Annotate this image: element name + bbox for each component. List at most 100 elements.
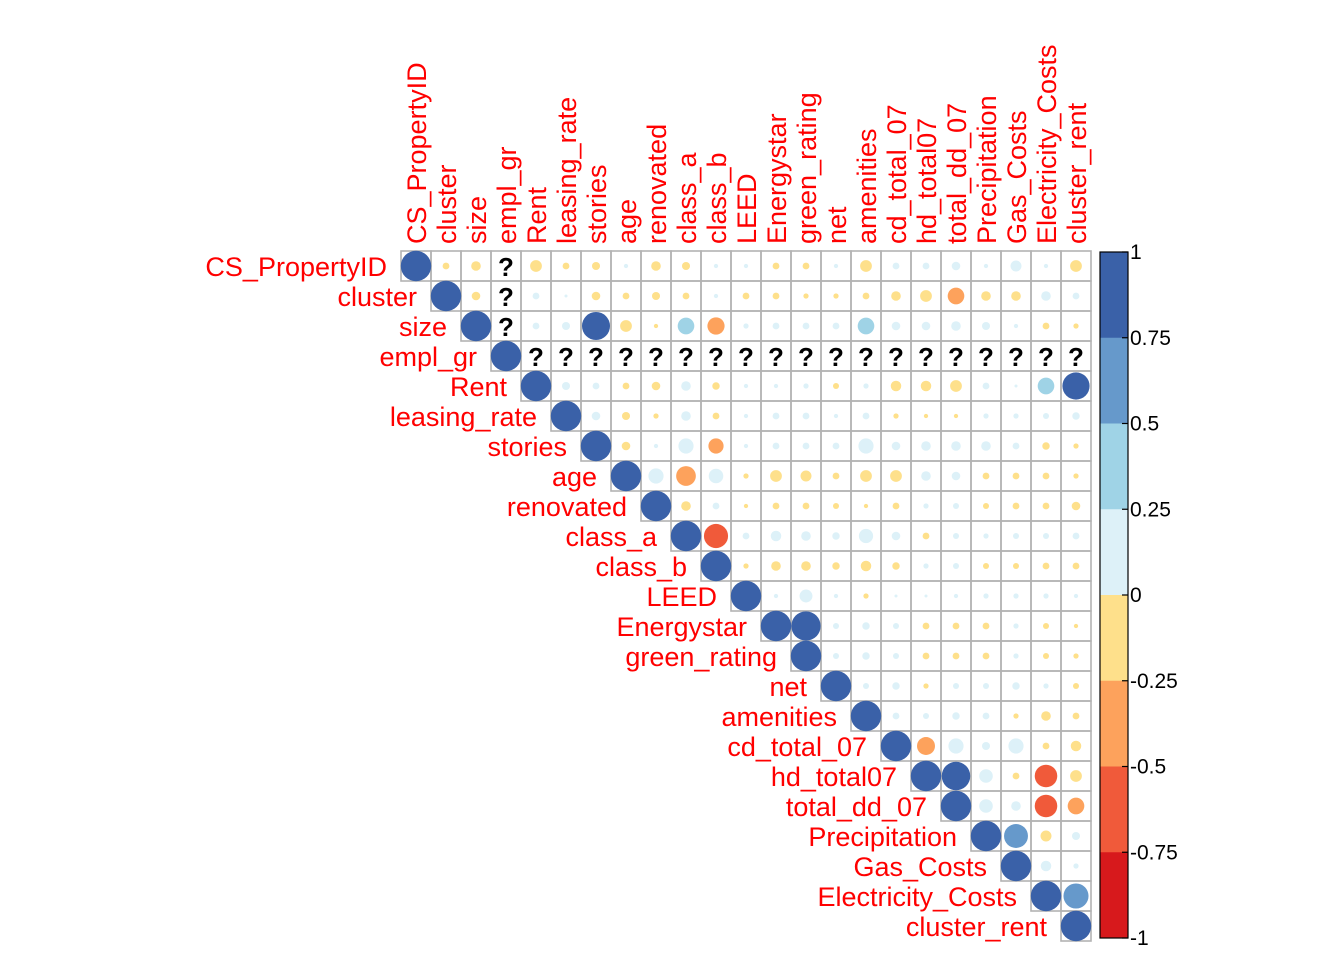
corr-circle: [640, 490, 672, 522]
corr-circle: [1072, 532, 1080, 540]
corr-circle: [676, 466, 696, 486]
corr-circle: [970, 820, 1002, 852]
colorbar-legend: 1 0.75 0.5 0.25 0 -0.25 -0.5 -0.75 -1: [1099, 241, 1178, 950]
missing-marker: ?: [978, 342, 994, 372]
corr-circle: [832, 472, 840, 480]
corr-circle: [400, 250, 432, 282]
corr-circle: [982, 382, 990, 390]
missing-marker: ?: [1008, 342, 1024, 372]
corr-circle: [952, 622, 960, 630]
missing-marker: ?: [558, 342, 574, 372]
colorbar-bin: [1100, 509, 1128, 596]
corr-circle: [982, 622, 990, 630]
corr-circle: [743, 413, 749, 419]
corr-circle: [802, 322, 810, 330]
corr-circle: [1030, 880, 1062, 912]
corr-circle: [832, 322, 840, 330]
corr-circle: [892, 622, 900, 630]
column-label: total_dd_07: [942, 103, 972, 244]
corr-circle: [982, 562, 990, 570]
corr-circle: [983, 593, 989, 599]
corr-circle: [712, 502, 720, 510]
corr-circle: [653, 413, 659, 419]
corr-circle: [1013, 653, 1019, 659]
corr-circle: [858, 438, 874, 454]
corr-circle: [832, 502, 840, 510]
corr-circle: [1073, 593, 1079, 599]
corr-circle: [1011, 291, 1021, 301]
corr-circle: [951, 261, 961, 271]
row-label: cd_total_07: [727, 732, 867, 762]
corr-circle: [532, 292, 540, 300]
corr-circle: [801, 561, 811, 571]
column-label: Precipitation: [972, 95, 1002, 244]
corr-circle: [922, 622, 930, 630]
corr-circle: [772, 442, 780, 450]
corr-circle: [833, 593, 839, 599]
row-label: empl_gr: [379, 342, 477, 372]
corr-circle: [562, 262, 570, 270]
column-label: size: [462, 196, 492, 244]
corr-circle: [743, 263, 749, 269]
corr-circle: [862, 652, 870, 660]
corr-circle: [1071, 501, 1081, 511]
corr-circle: [773, 383, 779, 389]
corr-circle: [850, 700, 882, 732]
corr-circle: [1000, 850, 1032, 882]
corr-circle: [622, 292, 630, 300]
corr-circle: [917, 737, 935, 755]
corr-circle: [620, 320, 632, 332]
corr-circle: [713, 263, 719, 269]
corr-circle: [891, 291, 901, 301]
corr-circle: [743, 503, 749, 509]
corr-circle: [520, 370, 552, 402]
corr-circle: [1042, 742, 1050, 750]
corr-circle: [743, 383, 749, 389]
colorbar-tick-label: -0.75: [1130, 841, 1178, 864]
corr-circle: [982, 652, 990, 660]
corr-circle: [1041, 711, 1051, 721]
corr-circle: [892, 652, 900, 660]
row-label: cluster_rent: [906, 912, 1048, 942]
corr-circle: [621, 441, 631, 451]
corr-circle: [1012, 472, 1020, 480]
corr-circle: [621, 411, 631, 421]
column-label: LEED: [732, 173, 762, 244]
row-label: Energystar: [616, 612, 747, 642]
corr-circle: [760, 610, 792, 642]
row-label: stories: [487, 432, 567, 462]
colorbar-tick-label: 1: [1130, 241, 1142, 264]
corr-circle: [894, 594, 898, 598]
corr-circle: [947, 287, 965, 305]
corr-circle: [983, 533, 989, 539]
corr-circle: [803, 383, 809, 389]
corr-circle: [682, 292, 690, 300]
corr-circle: [791, 611, 821, 641]
corr-circle: [712, 412, 720, 420]
corr-circle: [981, 441, 991, 451]
corr-circle: [1012, 682, 1020, 690]
corr-circle: [681, 501, 691, 511]
row-label: size: [399, 312, 447, 342]
corr-circle: [1037, 377, 1055, 395]
corr-circle: [1042, 652, 1050, 660]
corr-circle: [832, 442, 840, 450]
corr-circle: [802, 442, 810, 450]
corr-circle: [610, 460, 642, 492]
corr-circle: [1043, 593, 1049, 599]
corr-circle: [923, 503, 929, 509]
corr-circle: [892, 682, 900, 690]
corr-circle: [832, 622, 840, 630]
corr-circle: [1067, 797, 1085, 815]
corr-circle: [952, 652, 960, 660]
corr-circle: [982, 682, 990, 690]
corr-circle: [923, 413, 929, 419]
column-label: cluster: [432, 164, 462, 244]
colorbar-tick-label: 0.75: [1130, 327, 1171, 350]
corr-circle: [700, 550, 732, 582]
corr-circle: [1042, 562, 1050, 570]
corr-circle: [1042, 622, 1050, 630]
corr-circle: [860, 560, 872, 572]
column-label: class_a: [672, 151, 702, 244]
row-label: Precipitation: [808, 822, 957, 852]
